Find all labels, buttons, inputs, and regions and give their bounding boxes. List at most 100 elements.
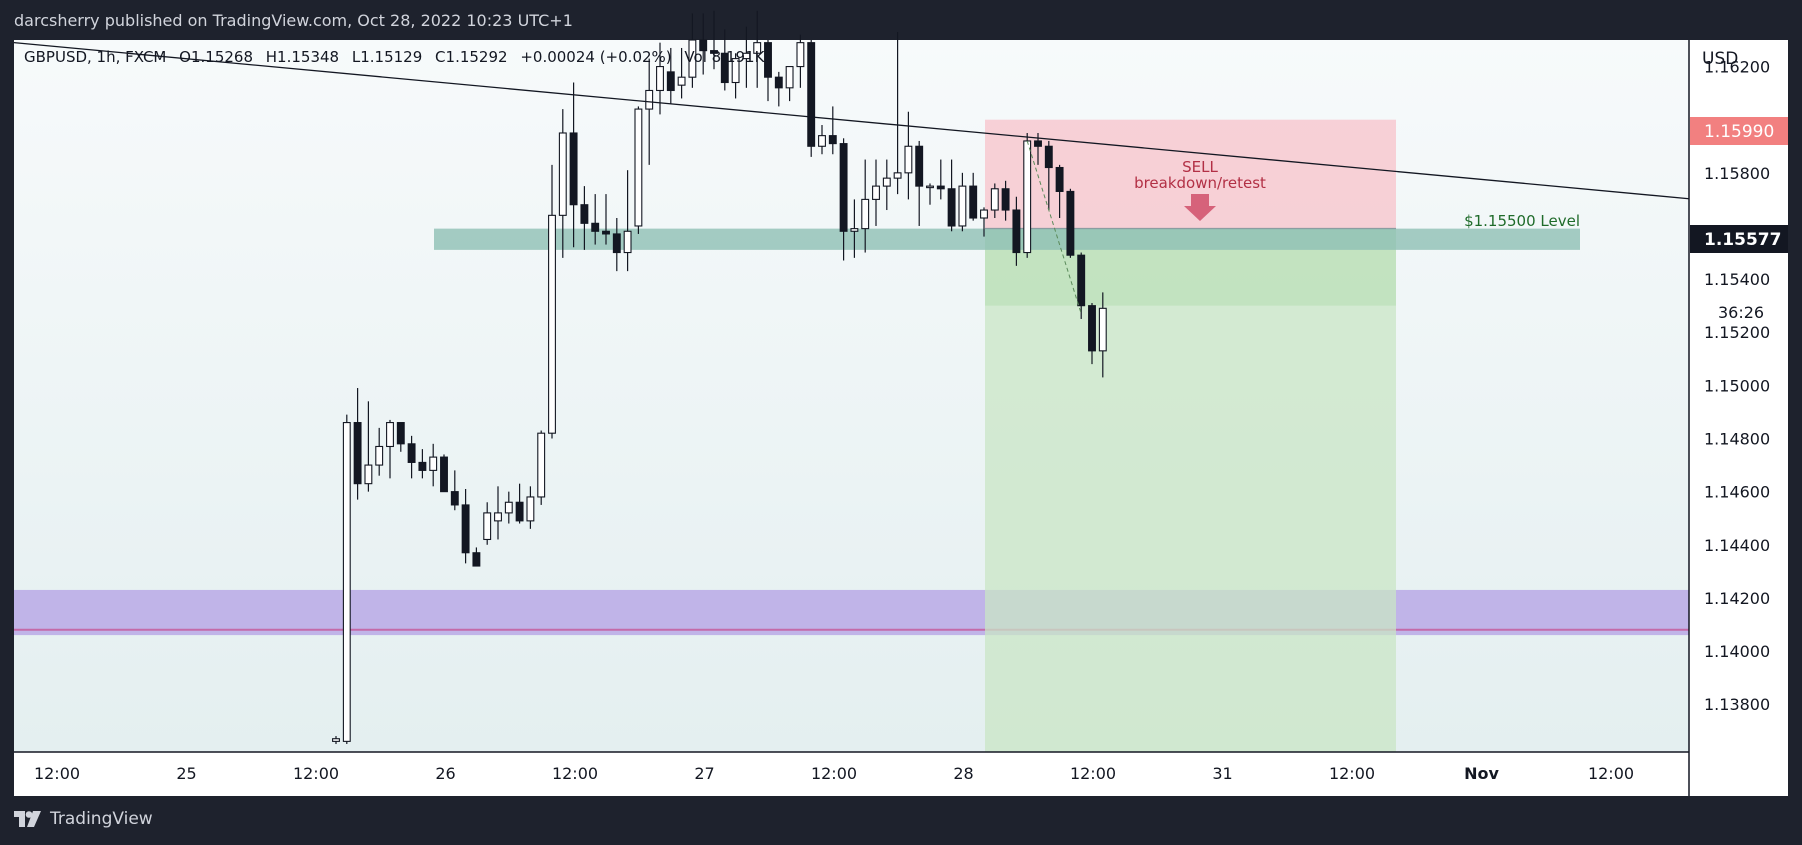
candle[interactable] bbox=[1044, 140, 1053, 211]
candle-body-bullish bbox=[634, 108, 643, 227]
candle-body-bullish bbox=[861, 198, 870, 230]
candle[interactable] bbox=[537, 430, 546, 505]
candle[interactable] bbox=[699, 13, 708, 75]
candle[interactable] bbox=[1055, 164, 1064, 218]
candle-body-bullish bbox=[645, 89, 654, 110]
tradingview-logo[interactable]: TradingView bbox=[14, 808, 153, 830]
candle[interactable] bbox=[861, 159, 870, 253]
candle-body-bullish bbox=[688, 39, 697, 78]
candle[interactable] bbox=[882, 159, 891, 211]
candle[interactable] bbox=[364, 401, 373, 492]
time-tick-label: 12:00 bbox=[1070, 764, 1116, 783]
projection-path[interactable] bbox=[1026, 140, 1082, 314]
candle-body-bearish bbox=[407, 443, 416, 463]
candle[interactable] bbox=[990, 183, 999, 218]
level-band[interactable] bbox=[434, 228, 1580, 250]
candle[interactable] bbox=[375, 427, 384, 476]
candle[interactable] bbox=[494, 486, 502, 540]
candle[interactable] bbox=[548, 164, 556, 439]
candle[interactable] bbox=[386, 419, 394, 479]
candle[interactable] bbox=[332, 736, 340, 745]
candle[interactable] bbox=[1077, 252, 1086, 319]
candle[interactable] bbox=[666, 47, 675, 104]
candle-body-bearish bbox=[710, 50, 718, 54]
chart-svg[interactable]: USD 1.16200 1.15800 1.15400 1.15200 1.15000 1… bbox=[0, 0, 1802, 796]
candle-body-bullish bbox=[656, 66, 664, 92]
candle[interactable] bbox=[1023, 132, 1032, 258]
candle[interactable] bbox=[969, 172, 978, 221]
candle[interactable] bbox=[504, 491, 513, 524]
candle-body-bearish bbox=[915, 145, 924, 187]
candle[interactable] bbox=[796, 34, 805, 88]
candle[interactable] bbox=[407, 435, 416, 479]
candle[interactable] bbox=[515, 483, 524, 524]
candle[interactable] bbox=[893, 32, 902, 195]
price-tick-label: 1.15200 bbox=[1704, 323, 1770, 342]
candle[interactable] bbox=[558, 109, 567, 258]
candle[interactable] bbox=[602, 194, 610, 245]
candle[interactable] bbox=[440, 454, 448, 493]
candle[interactable] bbox=[677, 47, 686, 99]
candle[interactable] bbox=[980, 207, 988, 237]
candle[interactable] bbox=[774, 71, 783, 107]
candle[interactable] bbox=[720, 29, 729, 91]
candle[interactable] bbox=[623, 170, 632, 272]
candle-body-bullish bbox=[494, 512, 502, 522]
candle[interactable] bbox=[580, 186, 589, 250]
candle[interactable] bbox=[1001, 180, 1010, 221]
footer-bar: TradingView bbox=[0, 796, 1802, 845]
candle-body-bullish bbox=[980, 209, 988, 219]
support-zone[interactable] bbox=[14, 589, 1689, 636]
candle[interactable] bbox=[429, 443, 438, 487]
candle[interactable] bbox=[342, 414, 351, 745]
candle[interactable] bbox=[710, 10, 718, 70]
candle[interactable] bbox=[396, 422, 405, 452]
take-profit-zone[interactable] bbox=[985, 228, 1396, 753]
candle[interactable] bbox=[764, 40, 772, 102]
candle[interactable] bbox=[634, 106, 643, 234]
candle[interactable] bbox=[1012, 196, 1021, 266]
time-tick-label: 25 bbox=[176, 764, 196, 783]
candle[interactable] bbox=[1066, 188, 1075, 258]
candle-body-bullish bbox=[623, 230, 632, 254]
candle[interactable] bbox=[731, 53, 740, 99]
candle[interactable] bbox=[418, 449, 427, 479]
candle[interactable] bbox=[645, 58, 654, 165]
candle[interactable] bbox=[569, 82, 578, 248]
candle-body-bearish bbox=[699, 39, 708, 52]
candle[interactable] bbox=[1088, 303, 1096, 365]
trendline[interactable] bbox=[13, 42, 1690, 200]
candle[interactable] bbox=[839, 138, 848, 261]
candle[interactable] bbox=[753, 10, 762, 88]
candle-body-bullish bbox=[1098, 307, 1107, 352]
candle[interactable] bbox=[936, 159, 945, 200]
candle[interactable] bbox=[926, 183, 934, 205]
candle-body-bearish bbox=[839, 143, 848, 232]
candle[interactable] bbox=[807, 40, 816, 157]
candle[interactable] bbox=[915, 140, 924, 226]
candle[interactable] bbox=[742, 26, 751, 88]
tradingview-brand: TradingView bbox=[50, 809, 153, 829]
candle[interactable] bbox=[947, 159, 956, 232]
candle[interactable] bbox=[688, 13, 697, 88]
candle[interactable] bbox=[850, 199, 859, 258]
candle-body-bearish bbox=[1077, 254, 1086, 307]
candle[interactable] bbox=[591, 194, 600, 245]
candle[interactable] bbox=[818, 125, 826, 155]
candle[interactable] bbox=[958, 172, 967, 232]
candle[interactable] bbox=[450, 470, 459, 511]
candle[interactable] bbox=[828, 106, 837, 155]
candle[interactable] bbox=[472, 547, 481, 567]
candle-body-bearish bbox=[1066, 190, 1075, 256]
candle[interactable] bbox=[785, 66, 794, 102]
symbol-label[interactable]: GBPUSD, 1h, FXCM bbox=[24, 48, 167, 66]
candle[interactable] bbox=[483, 502, 492, 545]
candle[interactable] bbox=[872, 159, 880, 226]
candle[interactable] bbox=[353, 388, 362, 500]
candle[interactable] bbox=[526, 486, 535, 529]
candle[interactable] bbox=[1098, 292, 1107, 378]
candle[interactable] bbox=[461, 488, 470, 564]
ohlc-legend: GBPUSD, 1h, FXCM O1.15268 H1.15348 L1.15… bbox=[24, 48, 772, 66]
candle[interactable] bbox=[612, 218, 621, 272]
time-tick-label: 28 bbox=[953, 764, 973, 783]
